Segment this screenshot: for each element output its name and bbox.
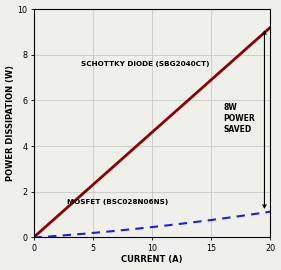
Text: SCHOTTKY DIODE (SBG2040CT): SCHOTTKY DIODE (SBG2040CT) bbox=[81, 61, 209, 67]
Text: MOSFET (BSC028N06NS): MOSFET (BSC028N06NS) bbox=[67, 199, 168, 205]
X-axis label: CURRENT (A): CURRENT (A) bbox=[121, 255, 183, 264]
Y-axis label: POWER DISSIPATION (W): POWER DISSIPATION (W) bbox=[6, 65, 15, 181]
Text: 8W
POWER
SAVED: 8W POWER SAVED bbox=[223, 103, 255, 134]
